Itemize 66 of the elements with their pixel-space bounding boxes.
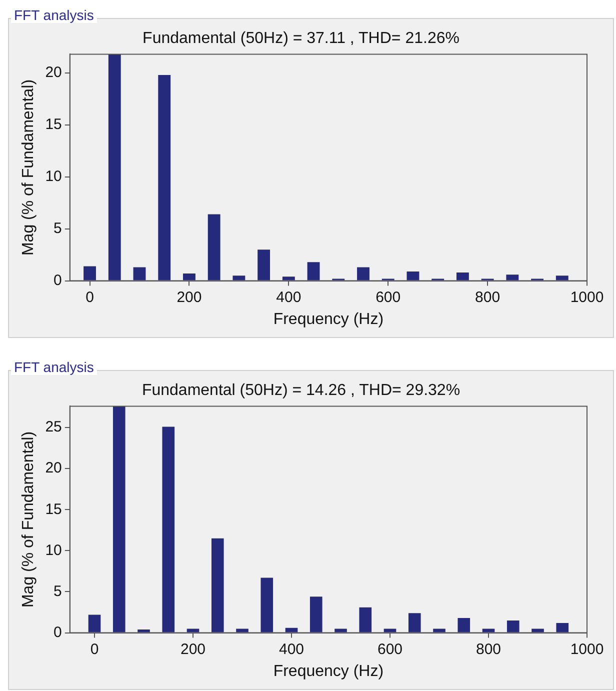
y-axis-title: Mag (% of Fundamental) <box>20 431 38 608</box>
bar <box>406 271 420 280</box>
bar <box>310 596 322 632</box>
bar <box>532 628 544 632</box>
bar <box>158 74 171 280</box>
chart-title: Fundamental (50Hz) = 14.26 , THD= 29.32% <box>142 382 460 400</box>
bar <box>357 267 370 280</box>
y-tick-label: 0 <box>54 624 62 641</box>
y-tick-label: 5 <box>54 582 62 600</box>
bar <box>88 614 101 632</box>
y-tick-label: 10 <box>45 542 62 559</box>
bar <box>307 262 320 280</box>
bar <box>506 620 520 632</box>
bar <box>433 628 446 632</box>
bar <box>285 628 298 632</box>
bar <box>133 267 146 280</box>
bar <box>556 622 569 632</box>
y-tick-label: 0 <box>54 272 62 289</box>
x-tick-label: 200 <box>176 288 202 306</box>
bar <box>482 628 495 632</box>
x-tick-label: 200 <box>180 640 206 658</box>
bar <box>186 628 200 632</box>
y-tick-label: 20 <box>45 460 62 477</box>
x-tick-label: 600 <box>377 640 403 658</box>
bar <box>108 54 121 280</box>
x-axis-title: Frequency (Hz) <box>273 662 384 680</box>
bar <box>258 250 270 280</box>
bar <box>260 578 274 632</box>
bar <box>282 276 295 280</box>
y-tick-label: 15 <box>45 500 62 518</box>
chart-title: Fundamental (50Hz) = 37.11 , THD= 21.26% <box>142 30 460 48</box>
y-tick-label: 25 <box>45 418 62 436</box>
x-tick-label: 600 <box>376 288 401 306</box>
bar <box>384 628 396 632</box>
bar <box>506 274 519 280</box>
x-tick-label: 0 <box>86 288 94 306</box>
y-axis-title: Mag (% of Fundamental) <box>20 79 38 256</box>
bar <box>556 276 568 280</box>
x-axis-title: Frequency (Hz) <box>273 310 384 328</box>
bar <box>208 214 220 280</box>
x-tick-label: 400 <box>276 288 302 306</box>
bar <box>183 274 196 280</box>
bar <box>211 538 224 632</box>
bar <box>408 613 421 632</box>
y-tick-label: 20 <box>45 64 62 82</box>
bar <box>162 426 175 632</box>
x-tick-label: 800 <box>475 288 500 306</box>
bar <box>456 272 469 280</box>
x-tick-label: 400 <box>278 640 304 658</box>
x-tick-label: 1000 <box>570 288 604 306</box>
bar <box>112 406 126 632</box>
x-tick-label: 0 <box>90 640 99 658</box>
bar <box>236 628 248 632</box>
x-tick-label: 800 <box>476 640 502 658</box>
bar <box>84 266 96 280</box>
text: FFT analysis <box>11 359 97 375</box>
y-tick-label: 10 <box>45 168 62 185</box>
y-tick-label: 15 <box>45 116 62 134</box>
bar <box>359 607 372 632</box>
x-tick-label: 1000 <box>570 640 604 658</box>
bar <box>458 618 470 632</box>
text: FFT analysis <box>11 7 97 23</box>
y-tick-label: 5 <box>54 220 62 237</box>
bar <box>138 630 150 632</box>
bar <box>334 628 347 632</box>
bar <box>232 276 246 280</box>
